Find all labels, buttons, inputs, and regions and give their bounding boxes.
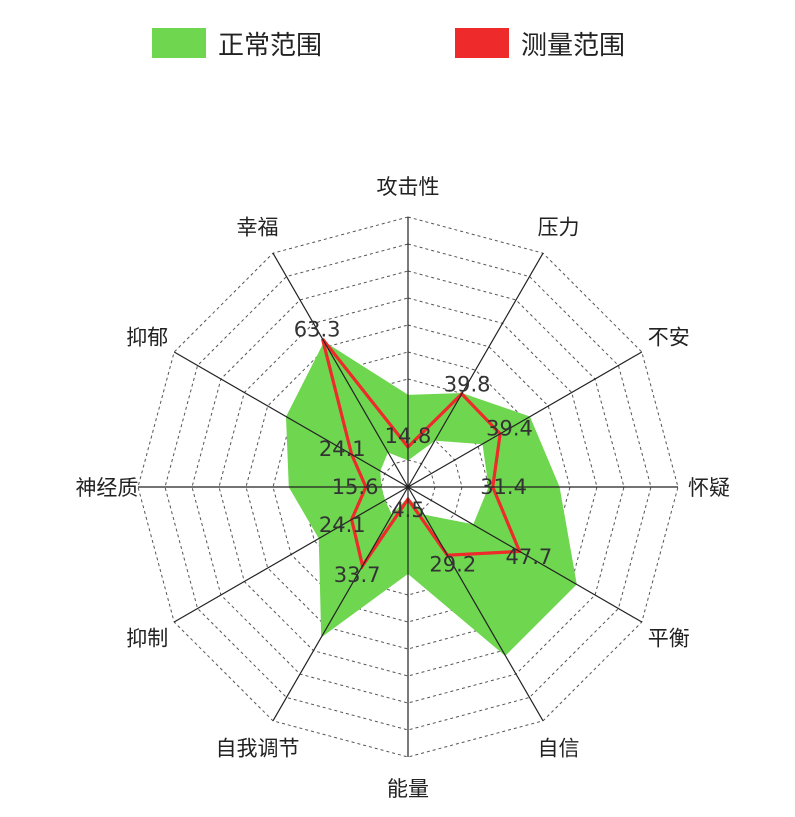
legend-label-measured: 测量范围: [521, 31, 625, 61]
value-label: 47.7: [506, 545, 553, 569]
value-label: 24.1: [319, 437, 366, 461]
spoke: [272, 486, 409, 722]
value-label: 14.8: [385, 424, 432, 448]
legend-swatch-measured: [455, 28, 509, 58]
spoke: [173, 351, 409, 488]
axis-label: 自我调节: [215, 737, 299, 761]
legend: 正常范围 测量范围: [152, 28, 625, 61]
spoke: [407, 351, 643, 488]
value-label: 39.4: [486, 416, 533, 440]
legend-swatch-normal: [152, 28, 206, 58]
axis-label: 自信: [538, 737, 580, 761]
spoke: [407, 486, 643, 623]
value-labels: 14.8 39.8 39.4 31.4 47.7 29.2 4.5 33.7 24.1 15.6 2…: [294, 318, 553, 588]
axis-label: 不安: [648, 325, 690, 349]
axis-label: 抑制: [126, 627, 168, 651]
value-label: 31.4: [480, 475, 527, 499]
legend-label-normal: 正常范围: [218, 31, 322, 61]
spoke: [407, 486, 544, 722]
value-label: 15.6: [332, 475, 379, 499]
value-label: 24.1: [319, 513, 366, 537]
value-label: 63.3: [294, 318, 341, 342]
axis-label: 能量: [387, 777, 429, 801]
spoke: [173, 486, 409, 623]
spoke: [407, 252, 544, 488]
radar-spokes: [138, 217, 678, 757]
axis-label: 神经质: [75, 476, 138, 500]
value-label: 39.8: [444, 373, 491, 397]
axis-label: 幸福: [236, 215, 278, 239]
spoke: [272, 252, 409, 488]
value-label: 33.7: [334, 563, 381, 587]
axis-label: 攻击性: [377, 175, 440, 199]
axis-label: 怀疑: [688, 476, 730, 500]
normal-range-band: [285, 341, 578, 657]
axis-label: 平衡: [648, 627, 690, 651]
axis-label: 压力: [538, 215, 580, 239]
value-label: 29.2: [429, 553, 476, 577]
value-label: 4.5: [391, 498, 424, 522]
axis-label: 抑郁: [126, 325, 168, 349]
